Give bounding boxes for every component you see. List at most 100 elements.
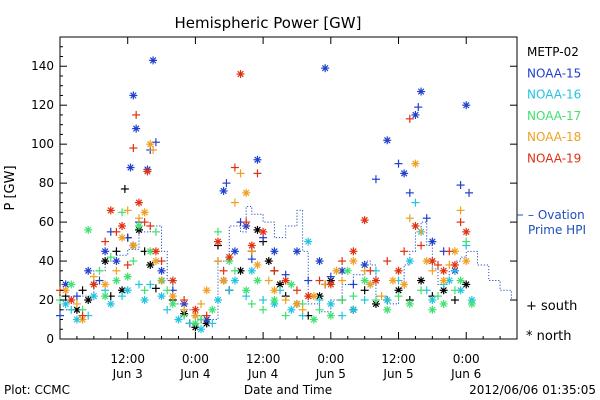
data-point-noaa-19-north bbox=[213, 237, 222, 246]
data-point-noaa-19-north bbox=[304, 292, 313, 301]
data-point-noaa-17-north bbox=[270, 296, 279, 305]
data-point-noaa-17-south bbox=[417, 286, 426, 295]
data-point-noaa-15-south bbox=[414, 103, 423, 112]
data-point-noaa-18-north bbox=[349, 257, 358, 266]
y-tick-label: 140 bbox=[31, 59, 54, 73]
data-point-noaa-17-north bbox=[383, 305, 392, 314]
data-point-noaa-18-south bbox=[230, 198, 239, 207]
data-point-noaa-15-north bbox=[270, 247, 279, 256]
data-point-noaa-19-south bbox=[230, 163, 239, 172]
y-tick-label: 120 bbox=[31, 98, 54, 112]
data-point-noaa-17-north bbox=[428, 305, 437, 314]
data-point-noaa-16-north bbox=[123, 286, 132, 295]
data-point-noaa-19-south bbox=[180, 296, 189, 305]
marker-legend-north: * north bbox=[526, 329, 572, 344]
data-point-noaa-19-south bbox=[338, 257, 347, 266]
x-tick-date-label: Jun 5 bbox=[382, 367, 413, 381]
data-point-noaa-18-north bbox=[140, 208, 149, 217]
data-point-noaa-15-north bbox=[400, 169, 409, 178]
data-point-noaa-18-south bbox=[89, 272, 98, 281]
data-point-noaa-16-north bbox=[174, 315, 183, 324]
data-point-noaa-15-south bbox=[465, 188, 474, 197]
data-point-noaa-15-north bbox=[129, 91, 138, 100]
y-axis: 0 20 40 60 80 100 120 140 bbox=[31, 36, 517, 346]
data-point-noaa-16-north bbox=[349, 305, 358, 314]
data-point-noaa-19-south bbox=[219, 266, 228, 275]
data-point-noaa-18-north bbox=[450, 247, 459, 256]
data-point-noaa-16-north bbox=[383, 296, 392, 305]
data-point-noaa-19-north bbox=[450, 260, 459, 269]
data-point-noaa-18-south bbox=[298, 305, 307, 314]
data-point-noaa-19-south bbox=[129, 144, 138, 153]
data-point-noaa-19-south bbox=[270, 266, 279, 275]
data-point-noaa-18-north bbox=[411, 159, 420, 168]
data-point-metp-02-north bbox=[276, 280, 285, 289]
data-point-noaa-19-north bbox=[151, 247, 160, 256]
y-tick-label: 40 bbox=[39, 254, 54, 268]
ovation-legend-label-line1: – Ovation bbox=[528, 208, 585, 222]
data-point-metp-02-south bbox=[78, 286, 87, 295]
data-point-noaa-17-south bbox=[129, 257, 138, 266]
data-point-metp-02-north bbox=[101, 257, 110, 266]
data-point-noaa-17-north bbox=[84, 225, 93, 234]
data-point-noaa-19-south bbox=[434, 260, 443, 269]
data-point-noaa-15-south bbox=[371, 175, 380, 184]
data-point-noaa-17-south bbox=[197, 315, 206, 324]
data-point-noaa-18-north bbox=[219, 276, 228, 285]
data-point-noaa-19-north bbox=[259, 227, 268, 236]
data-point-noaa-17-north bbox=[101, 292, 110, 301]
data-point-noaa-18-north bbox=[242, 188, 251, 197]
data-point-noaa-17-north bbox=[134, 221, 143, 230]
x-tick-time-label: 12:00 bbox=[246, 352, 281, 366]
data-point-noaa-18-south bbox=[428, 266, 437, 275]
data-point-noaa-17-north bbox=[439, 299, 448, 308]
data-point-noaa-15-north bbox=[321, 64, 330, 73]
y-axis-label: P [GW] bbox=[3, 165, 18, 210]
data-point-noaa-18-south bbox=[338, 276, 347, 285]
data-point-metp-02-north bbox=[462, 280, 471, 289]
data-point-metp-02-south bbox=[360, 286, 369, 295]
data-point-noaa-19-north bbox=[411, 221, 420, 230]
data-point-noaa-16-north bbox=[157, 292, 166, 301]
data-point-metp-02-south bbox=[112, 247, 121, 256]
data-point-noaa-15-south bbox=[95, 276, 104, 285]
data-point-noaa-16-north bbox=[230, 276, 239, 285]
data-point-noaa-18-south bbox=[112, 266, 121, 275]
y-tick-label: 0 bbox=[46, 332, 54, 346]
data-point-noaa-19-north bbox=[67, 296, 76, 305]
data-point-noaa-19-south bbox=[78, 311, 87, 320]
data-point-noaa-18-north bbox=[439, 276, 448, 285]
data-point-noaa-18-south bbox=[213, 257, 222, 266]
data-point-noaa-15-north bbox=[112, 257, 121, 266]
data-point-noaa-17-south bbox=[394, 292, 403, 301]
ovation-hpi-line bbox=[60, 206, 517, 321]
data-point-noaa-15-north bbox=[462, 101, 471, 110]
data-point-noaa-17-north bbox=[112, 276, 121, 285]
data-point-noaa-18-north bbox=[462, 257, 471, 266]
data-point-noaa-17-north bbox=[123, 272, 132, 281]
data-point-noaa-18-south bbox=[180, 305, 189, 314]
data-point-noaa-17-south bbox=[213, 227, 222, 236]
data-point-metp-02-south bbox=[120, 184, 129, 193]
data-point-noaa-16-north bbox=[106, 299, 115, 308]
data-point-metp-02-north bbox=[264, 257, 273, 266]
data-point-noaa-17-north bbox=[309, 315, 318, 324]
data-point-noaa-19-north bbox=[118, 221, 127, 230]
markers-layer bbox=[56, 56, 476, 334]
data-point-noaa-19-north bbox=[168, 276, 177, 285]
data-point-noaa-15-south bbox=[222, 179, 231, 188]
data-point-noaa-16-north bbox=[89, 292, 98, 301]
data-point-noaa-16-north bbox=[213, 296, 222, 305]
data-point-noaa-15-south bbox=[349, 280, 358, 289]
data-point-noaa-16-north bbox=[326, 299, 335, 308]
data-point-noaa-19-north bbox=[236, 70, 245, 79]
x-tick-time-label: 12:00 bbox=[381, 352, 416, 366]
data-point-noaa-15-north bbox=[417, 87, 426, 96]
data-point-noaa-18-south bbox=[149, 146, 158, 155]
data-point-noaa-15-north bbox=[126, 163, 135, 172]
data-point-noaa-17-south bbox=[140, 286, 149, 295]
data-point-noaa-16-north bbox=[61, 299, 70, 308]
data-point-noaa-19-north bbox=[394, 266, 403, 275]
